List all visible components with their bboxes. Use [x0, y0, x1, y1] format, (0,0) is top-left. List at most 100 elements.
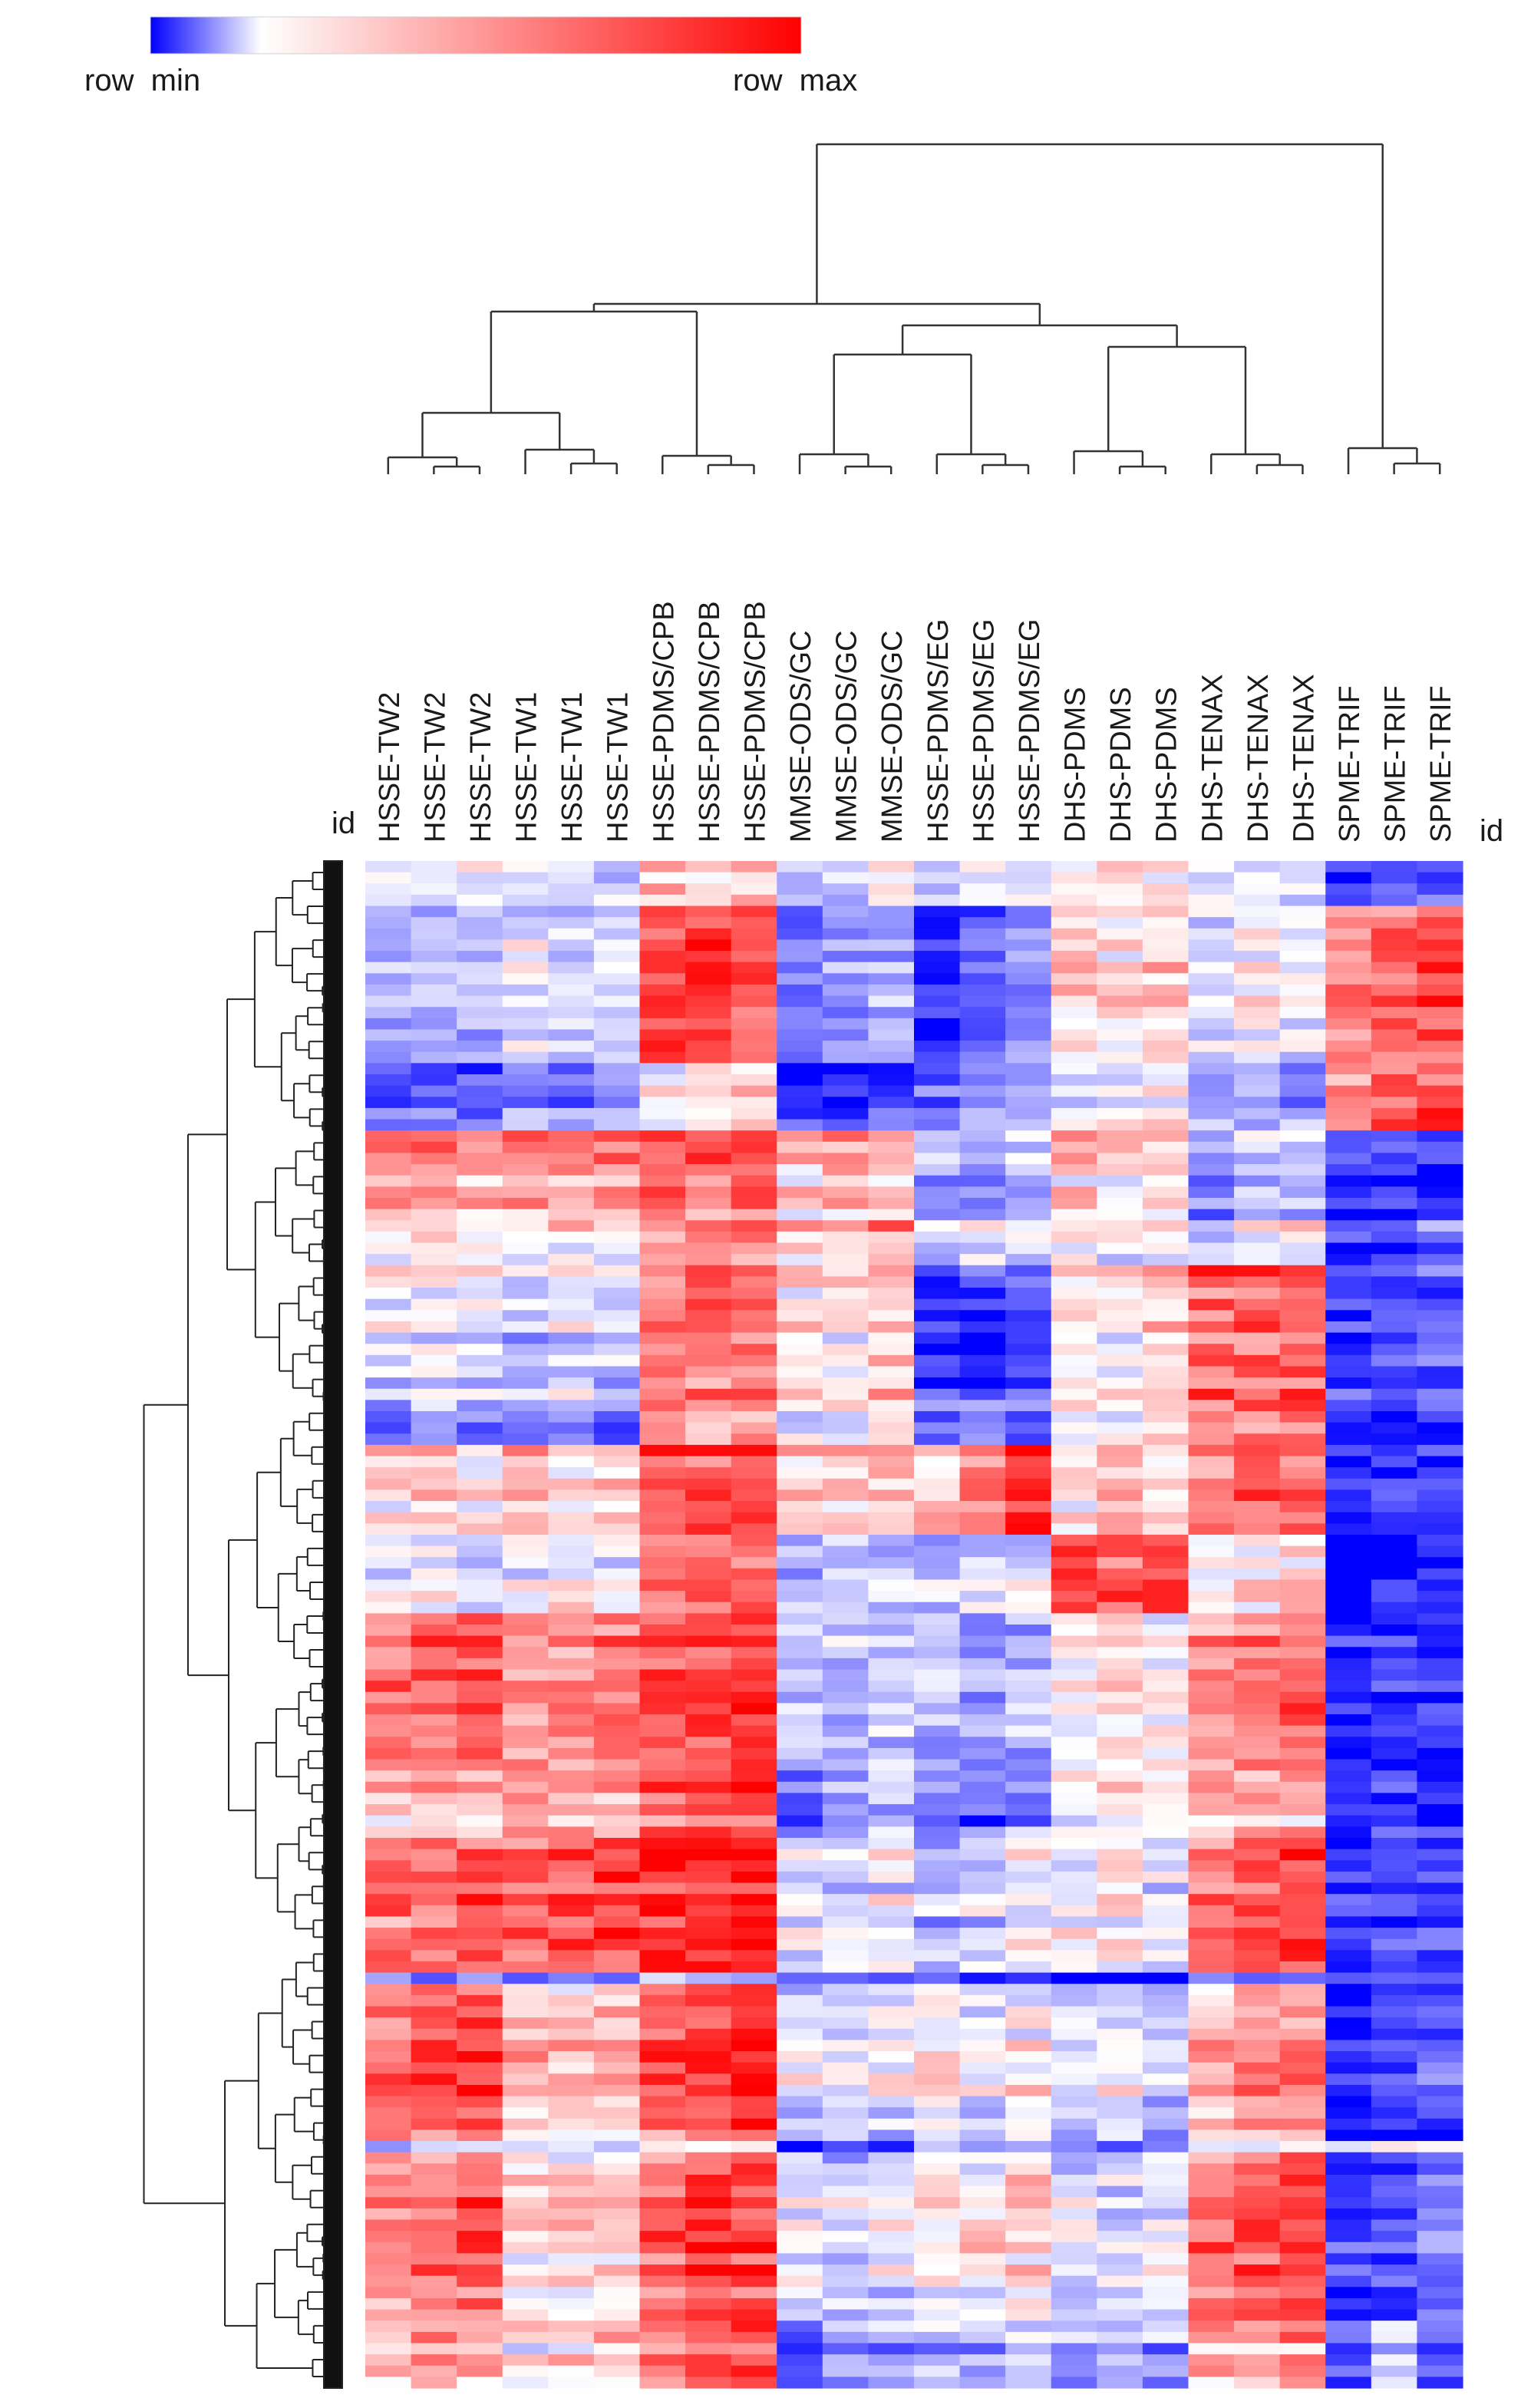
heatmap-cell: [959, 2265, 1006, 2277]
heatmap-cell: [685, 2377, 732, 2389]
heatmap-cell: [914, 1444, 961, 1457]
heatmap-cell: [1188, 1737, 1235, 1749]
heatmap-cell: [914, 1928, 961, 1940]
heatmap-cell: [365, 2377, 412, 2389]
heatmap-cell: [1279, 2028, 1326, 2040]
heatmap-cell: [1142, 1658, 1189, 1671]
heatmap-cell: [639, 995, 686, 1008]
heatmap-cell: [731, 1635, 777, 1648]
heatmap-cell: [639, 928, 686, 941]
heatmap-cell: [1005, 1130, 1052, 1143]
heatmap-cell: [1234, 2208, 1281, 2221]
heatmap-cell: [777, 2073, 823, 2086]
heatmap-cell: [365, 1994, 412, 2007]
heatmap-cell: [1279, 2265, 1326, 2277]
heatmap-cell: [868, 1288, 915, 1300]
heatmap-cell: [1234, 1063, 1281, 1075]
heatmap-cell: [548, 1063, 595, 1075]
heatmap-cell: [777, 1467, 823, 1479]
heatmap-cell: [365, 894, 412, 907]
row-dendrogram-leaves: [323, 860, 343, 2389]
heatmap-cell: [914, 2287, 961, 2299]
heatmap-cell: [959, 1254, 1006, 1266]
heatmap-cell: [593, 1467, 641, 1479]
heatmap-cell: [1279, 1681, 1326, 1693]
heatmap-cell: [1325, 2321, 1372, 2333]
heatmap-cell: [959, 1905, 1006, 1918]
heatmap-cell: [502, 2331, 549, 2344]
heatmap-cell: [457, 973, 503, 985]
heatmap-cell: [959, 995, 1006, 1008]
heatmap-cell: [914, 1938, 961, 1951]
heatmap-cell: [959, 1344, 1006, 1356]
heatmap-cell: [1417, 1928, 1463, 1940]
heatmap-cell: [548, 1849, 595, 1861]
heatmap-cell: [1097, 973, 1143, 985]
heatmap-cell: [914, 2265, 961, 2277]
heatmap-cell: [1371, 2174, 1418, 2187]
heatmap-cell: [731, 1568, 777, 1581]
heatmap-cell: [1371, 1444, 1418, 1457]
heatmap-cell: [959, 2287, 1006, 2299]
heatmap-cell: [822, 2152, 869, 2164]
heatmap-cell: [731, 905, 777, 918]
heatmap-cell: [548, 1310, 595, 1322]
heatmap-cell: [502, 1097, 549, 1109]
heatmap-cell: [868, 1860, 915, 1872]
heatmap-cell: [731, 2129, 777, 2142]
heatmap-cell: [365, 2241, 412, 2255]
heatmap-cell: [1279, 2287, 1326, 2299]
heatmap-cell: [959, 1231, 1006, 1244]
heatmap-cell: [365, 1838, 412, 1850]
heatmap-cell: [731, 1737, 777, 1749]
heatmap-cell: [1005, 1265, 1052, 1277]
heatmap-cell: [777, 2265, 823, 2277]
heatmap-cell: [1188, 2231, 1235, 2243]
heatmap-cell: [593, 1501, 641, 1513]
heatmap-cell: [593, 2017, 641, 2030]
heatmap-cell: [365, 1254, 412, 1266]
heatmap-cell: [365, 1681, 412, 1693]
heatmap-cell: [1371, 1433, 1418, 1446]
heatmap-cell: [1051, 2253, 1097, 2265]
heatmap-cell: [1417, 917, 1463, 929]
heatmap-cell: [1279, 1714, 1326, 1727]
heatmap-cell: [1279, 1220, 1326, 1232]
heatmap-cell: [868, 951, 915, 963]
heatmap-cell: [457, 2197, 503, 2209]
heatmap-cell: [457, 1871, 503, 1884]
heatmap-cell: [457, 2051, 503, 2063]
heatmap-cell: [731, 1231, 777, 1244]
heatmap-cell: [777, 1747, 823, 1760]
heatmap-cell: [731, 1220, 777, 1232]
heatmap-cell: [411, 1220, 457, 1232]
heatmap-cell: [639, 1691, 686, 1704]
heatmap-cell: [1371, 1332, 1418, 1344]
heatmap-cell: [1051, 1714, 1097, 1727]
heatmap-cell: [502, 1928, 549, 1940]
heatmap-cell: [868, 1838, 915, 1850]
heatmap-cell: [411, 1051, 457, 1064]
heatmap-cell: [731, 1074, 777, 1087]
heatmap-cell: [685, 1153, 732, 1165]
heatmap-cell: [685, 928, 732, 941]
heatmap-cell: [1051, 928, 1097, 941]
heatmap-cell: [731, 2265, 777, 2277]
heatmap-cell: [914, 1433, 961, 1446]
heatmap-cell: [593, 1254, 641, 1266]
heatmap-cell: [1279, 2231, 1326, 2243]
heatmap-cell: [1097, 2253, 1143, 2265]
heatmap-cell: [1051, 1433, 1097, 1446]
heatmap-cell: [457, 962, 503, 974]
heatmap-cell: [868, 1961, 915, 1974]
heatmap-cell: [1097, 984, 1143, 997]
heatmap-cell: [914, 1849, 961, 1861]
heatmap-cell: [411, 1905, 457, 1918]
heatmap-cell: [639, 2377, 686, 2389]
heatmap-cell: [1188, 1938, 1235, 1951]
heatmap-cell: [1371, 1141, 1418, 1154]
heatmap-cell: [548, 1826, 595, 1839]
heatmap-cell: [1142, 1051, 1189, 1064]
heatmap-cell: [868, 883, 915, 896]
heatmap-cell: [1417, 1265, 1463, 1277]
